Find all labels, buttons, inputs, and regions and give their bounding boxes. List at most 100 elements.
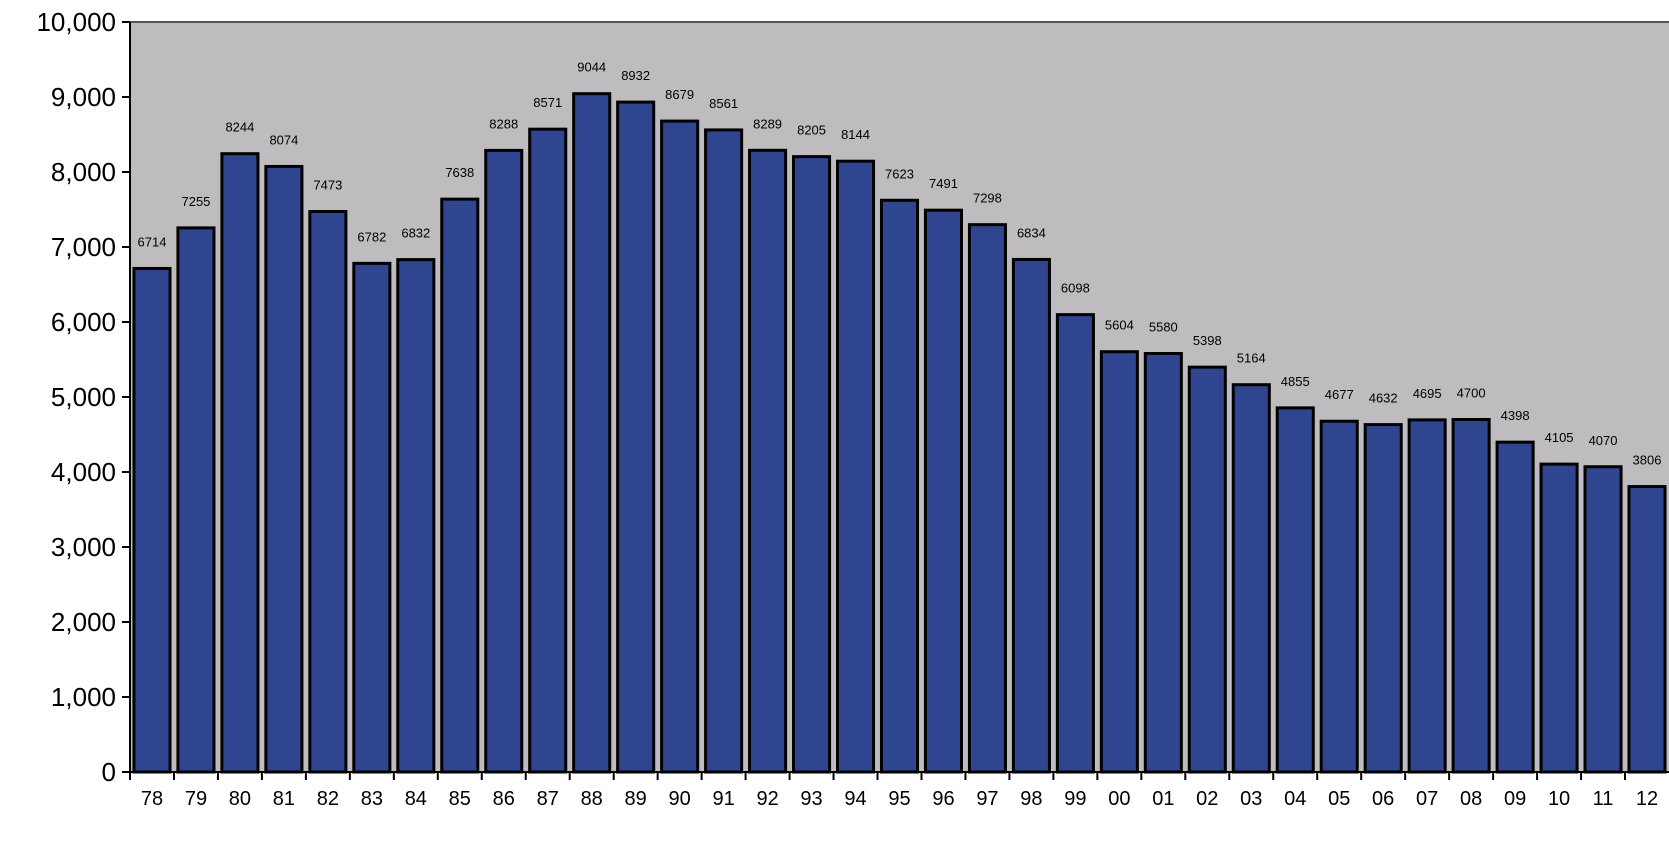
data-label-01: 5580 (1149, 320, 1178, 335)
data-label-81: 8074 (269, 132, 298, 147)
x-tick-label-10: 10 (1548, 788, 1570, 810)
data-label-10: 4105 (1545, 430, 1574, 445)
data-label-09: 4398 (1501, 408, 1530, 423)
data-label-12: 3806 (1633, 453, 1662, 468)
y-tick-label: 2,000 (51, 607, 116, 637)
y-tick-label: 9,000 (51, 82, 116, 112)
bar-08 (1451, 418, 1491, 774)
x-tick-label-01: 01 (1152, 788, 1174, 810)
x-tick-label-88: 88 (581, 788, 603, 810)
x-tick-label-02: 02 (1196, 788, 1218, 810)
x-tick-label-05: 05 (1328, 788, 1350, 810)
data-label-87: 8571 (533, 95, 562, 110)
y-axis: 0 1,000 2,000 3,000 4,000 5,000 6,000 7,000 8,00… (36, 7, 1669, 787)
x-tick-label-07: 07 (1416, 788, 1438, 810)
bar-90 (660, 119, 700, 774)
x-tick-label-92: 92 (756, 788, 778, 810)
bar-01 (1143, 352, 1183, 774)
data-label-90: 8679 (665, 87, 694, 102)
data-label-05: 4677 (1325, 387, 1354, 402)
bar-86 (484, 148, 524, 774)
bar-81 (264, 164, 304, 774)
data-label-91: 8561 (709, 96, 738, 111)
data-label-78: 6714 (138, 234, 167, 249)
bar-84 (396, 258, 436, 774)
data-label-98: 6834 (1017, 225, 1046, 240)
x-tick-label-80: 80 (229, 788, 251, 810)
x-tick-label-97: 97 (976, 788, 998, 810)
data-label-88: 9044 (577, 60, 606, 75)
x-tick-label-90: 90 (669, 788, 691, 810)
data-label-96: 7491 (929, 176, 958, 191)
x-tick-label-83: 83 (361, 788, 383, 810)
x-tick-label-81: 81 (273, 788, 295, 810)
bar-96 (923, 208, 963, 774)
data-label-89: 8932 (621, 68, 650, 83)
y-tick-label: 8,000 (51, 157, 116, 187)
data-label-95: 7623 (885, 166, 914, 181)
x-tick-label-84: 84 (405, 788, 427, 810)
bar-88 (572, 92, 612, 774)
data-label-82: 7473 (313, 178, 342, 193)
data-label-94: 8144 (841, 127, 870, 142)
bar-92 (748, 148, 788, 774)
x-tick-label-11: 11 (1593, 788, 1614, 810)
bar-83 (352, 261, 392, 774)
bar-05 (1319, 419, 1359, 774)
x-tick-label-94: 94 (844, 788, 866, 810)
x-tick-label-95: 95 (888, 788, 910, 810)
y-tick-label: 1,000 (51, 682, 116, 712)
bar-95 (879, 198, 920, 774)
data-label-79: 7255 (181, 194, 210, 209)
y-tick-label: 3,000 (51, 532, 116, 562)
data-label-93: 8205 (797, 123, 826, 138)
x-tick-label-86: 86 (493, 788, 515, 810)
data-label-06: 4632 (1369, 391, 1398, 406)
y-tick-label: 0 (102, 757, 116, 787)
bar-11 (1583, 465, 1623, 774)
data-label-03: 5164 (1237, 351, 1266, 366)
bar-82 (308, 210, 348, 774)
x-axis: 78 79 80 81 82 83 84 85 86 87 88 89 90 91 92 93 94 95 96 97… (129, 771, 1669, 810)
y-tick-label: 4,000 (51, 457, 116, 487)
bar-09 (1495, 440, 1535, 774)
bar-04 (1275, 406, 1315, 774)
y-tick-label: 10,000 (36, 7, 116, 37)
data-label-92: 8289 (753, 116, 782, 131)
data-label-85: 7638 (445, 165, 474, 180)
x-tick-label-98: 98 (1020, 788, 1042, 810)
data-label-08: 4700 (1457, 386, 1486, 401)
bar-99 (1055, 313, 1095, 774)
bar-79 (176, 226, 216, 774)
x-tick-label-00: 00 (1108, 788, 1130, 810)
data-label-80: 8244 (225, 120, 254, 135)
x-tick-label-78: 78 (141, 788, 163, 810)
x-tick-label-09: 09 (1504, 788, 1526, 810)
bar-98 (1011, 257, 1051, 774)
x-tick-label-99: 99 (1064, 788, 1086, 810)
bar-85 (440, 197, 480, 774)
bar-80 (220, 152, 260, 774)
data-label-83: 6782 (357, 229, 386, 244)
bar-00 (1099, 350, 1139, 774)
bar-12 (1627, 485, 1667, 774)
bar-97 (967, 223, 1007, 774)
bar-94 (836, 159, 876, 774)
x-tick-label-85: 85 (449, 788, 471, 810)
x-tick-label-08: 08 (1460, 788, 1482, 810)
data-label-99: 6098 (1061, 281, 1090, 296)
bar-78 (132, 266, 172, 774)
bar-93 (792, 155, 832, 774)
bar-02 (1187, 365, 1227, 774)
x-tick-label-89: 89 (625, 788, 647, 810)
data-label-84: 6832 (401, 226, 430, 241)
data-label-97: 7298 (973, 191, 1002, 206)
x-tick-label-06: 06 (1372, 788, 1394, 810)
bar-89 (616, 100, 656, 774)
bar-87 (528, 127, 568, 774)
x-tick-label-96: 96 (932, 788, 954, 810)
data-label-07: 4695 (1413, 386, 1442, 401)
data-label-11: 4070 (1589, 433, 1618, 448)
data-label-04: 4855 (1281, 374, 1310, 389)
bar-10 (1539, 462, 1579, 774)
